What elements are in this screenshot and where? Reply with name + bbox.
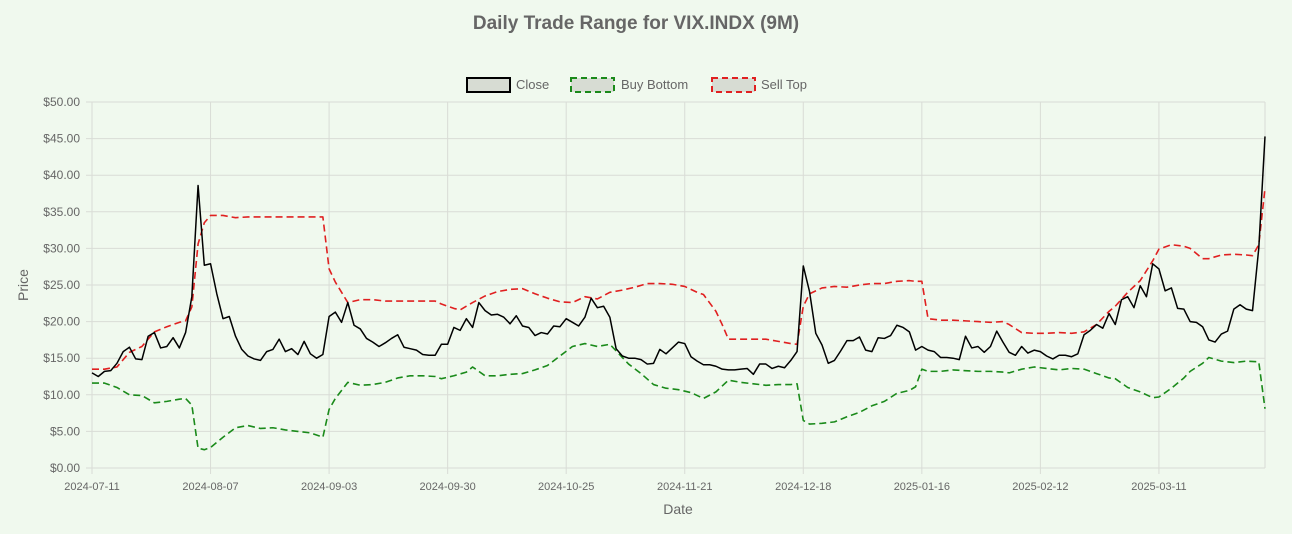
legend-label-buy-bottom: Buy Bottom: [621, 77, 688, 92]
legend[interactable]: Close Buy Bottom Sell Top: [466, 77, 807, 93]
x-axis-ticks: 2024-07-11 2024-08-07 2024-09-03 2024-09-30…: [64, 481, 1186, 493]
legend-item-sell-top[interactable]: Sell Top: [711, 77, 807, 93]
y-tick-label: $10.00: [43, 388, 80, 402]
x-tick-label: 2024-12-18: [775, 481, 831, 493]
legend-swatch-sell-top: [711, 77, 756, 93]
series-line-buy-bottom[interactable]: [92, 342, 1266, 451]
series-line-sell-top[interactable]: [92, 188, 1266, 370]
y-tick-label: $15.00: [43, 351, 80, 365]
x-axis-title: Date: [663, 501, 693, 517]
series-layer: [91, 136, 1266, 451]
grid: [86, 101, 1266, 474]
x-tick-label: 2024-09-30: [420, 481, 476, 493]
chart-title: Daily Trade Range for VIX.INDX (9M): [473, 13, 799, 34]
y-tick-label: $50.00: [43, 95, 80, 109]
legend-swatch-buy-bottom: [570, 77, 615, 93]
x-tick-label: 2024-08-07: [182, 481, 238, 493]
y-tick-label: $0.00: [50, 461, 80, 475]
y-tick-label: $5.00: [50, 424, 80, 438]
series-line-close[interactable]: [91, 136, 1266, 378]
x-tick-label: 2025-03-11: [1131, 481, 1186, 493]
y-tick-label: $40.00: [43, 168, 80, 182]
x-tick-label: 2025-02-12: [1012, 481, 1068, 493]
y-axis-ticks: $0.00 $5.00 $10.00 $15.00 $20.00 $25.00 $30.00…: [43, 95, 80, 475]
y-tick-label: $45.00: [43, 132, 80, 146]
y-axis-title: Price: [15, 269, 31, 301]
y-tick-label: $25.00: [43, 278, 80, 292]
x-tick-label: 2024-07-11: [64, 481, 119, 493]
legend-item-buy-bottom[interactable]: Buy Bottom: [570, 77, 688, 93]
legend-item-close[interactable]: Close: [466, 77, 549, 93]
y-tick-label: $35.00: [43, 205, 80, 219]
x-tick-label: 2024-09-03: [301, 481, 357, 493]
legend-label-close: Close: [516, 77, 549, 92]
x-tick-label: 2025-01-16: [894, 481, 950, 493]
legend-swatch-close: [466, 77, 511, 93]
y-tick-label: $20.00: [43, 315, 80, 329]
legend-label-sell-top: Sell Top: [761, 77, 807, 92]
y-tick-label: $30.00: [43, 241, 80, 255]
x-tick-label: 2024-11-21: [657, 481, 712, 493]
x-tick-label: 2024-10-25: [538, 481, 594, 493]
